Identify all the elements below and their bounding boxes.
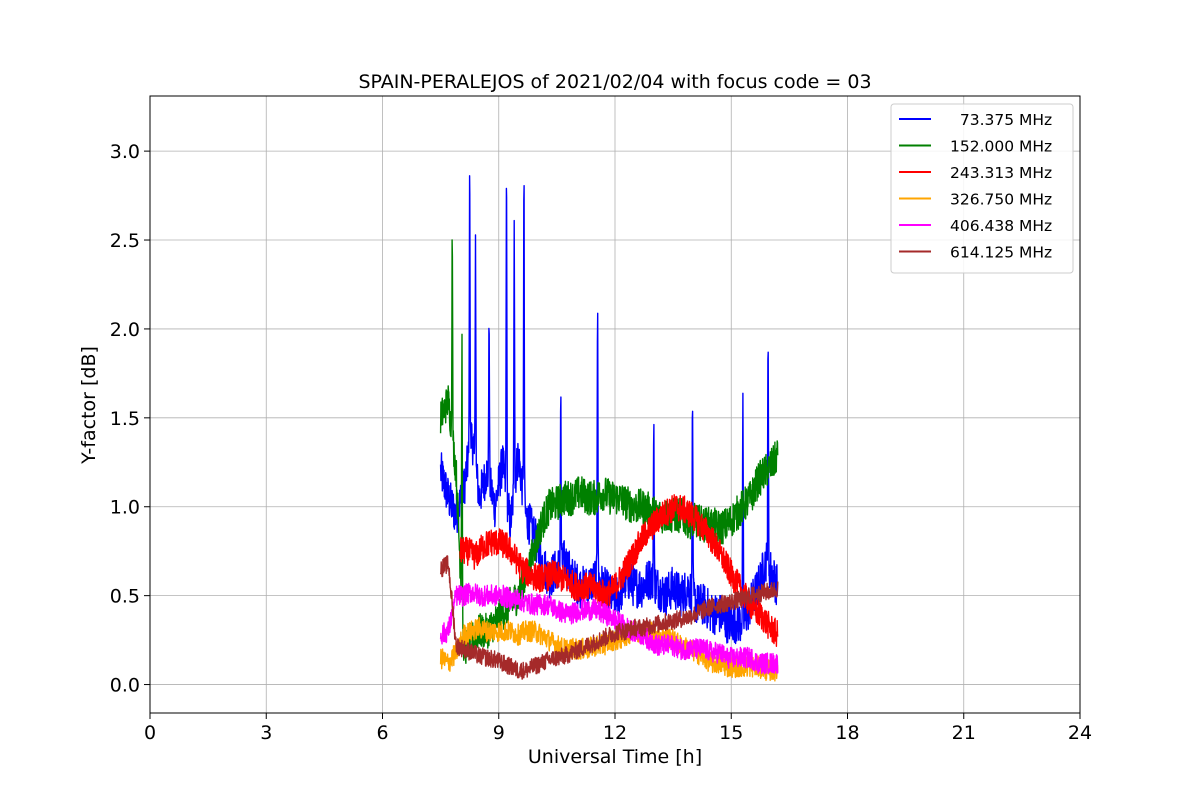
y-tick-label: 0.0 [110,675,140,697]
x-axis-ticks: 0 3 6 9 12 15 18 21 24 [144,713,1092,744]
x-tick-label: 9 [493,722,505,744]
series-line [459,494,779,647]
legend-label: 152.000 MHz [950,138,1052,156]
x-tick-label: 0 [144,722,156,744]
legend: 73.375 MHz 152.000 MHz 243.313 MHz 326.750 … [890,103,1074,274]
y-tick-label: 2.5 [110,230,140,252]
x-axis-label: Universal Time [h] [528,746,702,768]
legend-label: 326.750 MHz [950,191,1052,209]
x-tick-label: 21 [952,722,976,744]
y-axis-label: Y-factor [dB] [78,346,100,465]
y-axis-ticks: 0.0 0.5 1.0 1.5 2.0 2.5 3.0 [110,141,150,697]
series-line [439,616,779,682]
y-tick-label: 2.0 [110,319,140,341]
series-line [439,239,779,664]
x-tick-label: 24 [1068,722,1092,744]
legend-label: 406.438 MHz [950,217,1052,235]
x-tick-label: 12 [603,722,627,744]
legend-label: 243.313 MHz [950,164,1052,182]
y-tick-label: 3.0 [110,141,140,163]
series-line [439,175,779,645]
x-tick-label: 18 [835,722,859,744]
legend-box [890,103,1074,274]
series-line [439,582,779,675]
legend-label: 614.125 MHz [950,244,1052,262]
y-tick-label: 1.5 [110,408,140,430]
series-layer [439,175,779,682]
chart-title: SPAIN-PERALEJOS of 2021/02/04 with focus… [358,71,871,93]
x-tick-label: 3 [260,722,272,744]
series-line [439,555,779,680]
x-tick-label: 15 [719,722,743,744]
legend-label: 73.375 MHz [950,111,1052,129]
y-tick-label: 1.0 [110,497,140,519]
x-tick-label: 6 [376,722,388,744]
y-tick-label: 0.5 [110,586,140,608]
